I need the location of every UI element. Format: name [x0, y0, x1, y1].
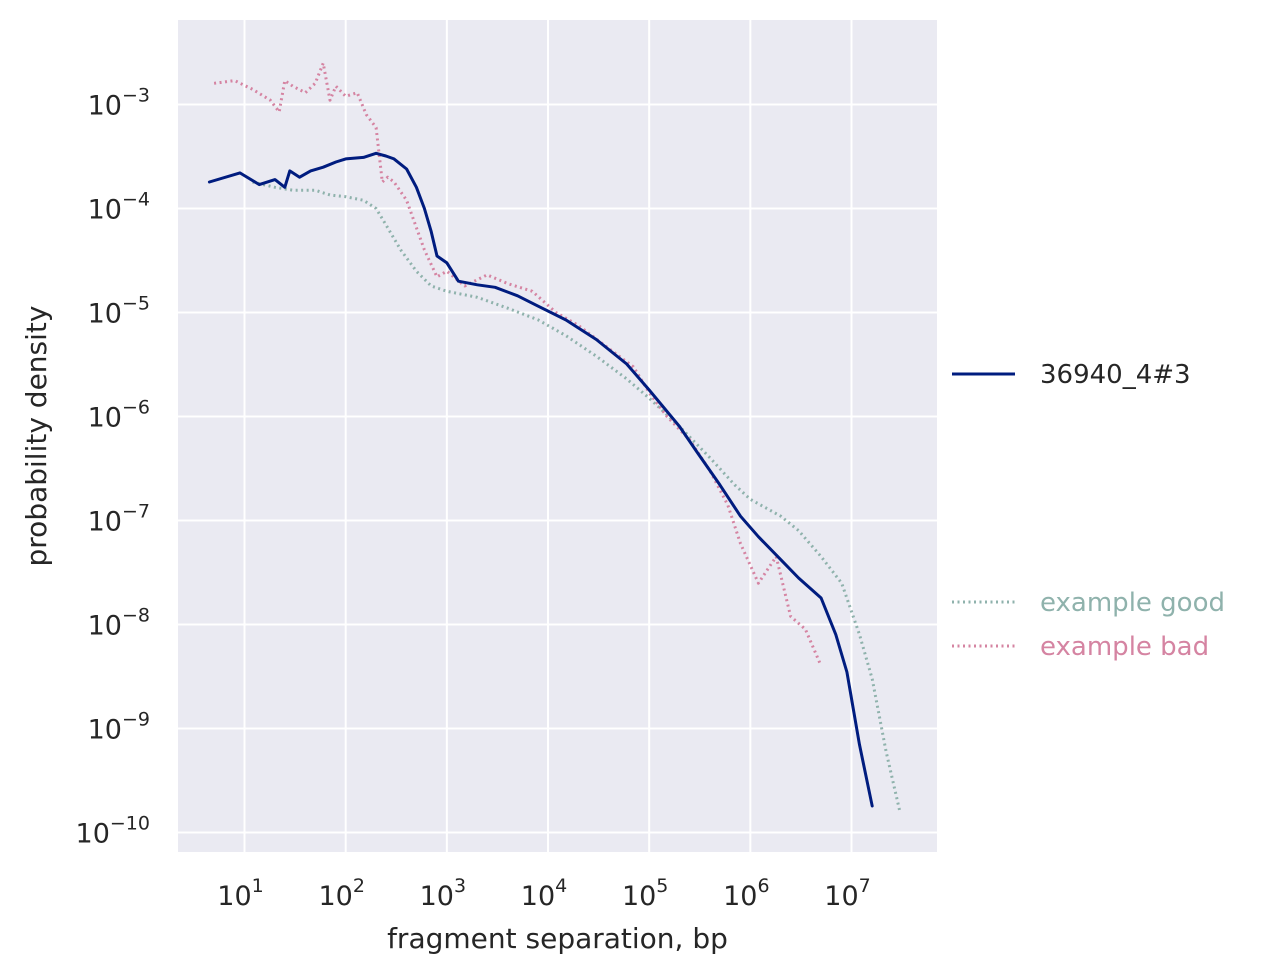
x-tick-label: 101	[217, 875, 263, 912]
y-tick-label: 10−6	[88, 397, 150, 434]
series-lines	[207, 61, 902, 812]
y-tick-label: 10−4	[88, 189, 150, 226]
legend-label: example bad	[1040, 632, 1209, 662]
y-tick-label: 10−9	[88, 709, 150, 746]
y-tick-label: 10−7	[88, 501, 150, 538]
x-tick-label: 102	[318, 875, 364, 912]
x-axis-label: fragment separation, bp	[387, 922, 728, 955]
grid	[178, 20, 937, 852]
y-tick-label: 10−8	[88, 605, 150, 642]
legend-label: example good	[1040, 588, 1225, 618]
y-axis-label: probability density	[20, 306, 53, 567]
y-tick-label: 10−5	[88, 293, 150, 330]
x-tick-labels: 101 102 103 104 105 106 107	[217, 875, 870, 912]
x-tick-label: 105	[622, 875, 668, 912]
x-tick-label: 103	[420, 875, 466, 912]
y-tick-labels: 10−3 10−4 10−5 10−6 10−7 10−8 10−9 10−10	[76, 85, 150, 850]
y-tick-label: 10−10	[76, 813, 150, 850]
series-line-36940-4-3	[207, 151, 874, 808]
plot-background	[178, 20, 937, 852]
x-tick-label: 106	[723, 875, 769, 912]
series-line-example-good	[252, 180, 902, 812]
x-tick-label: 107	[824, 875, 870, 912]
y-tick-label: 10−3	[88, 85, 150, 122]
legend-label: 36940_4#3	[1040, 360, 1191, 390]
x-tick-label: 104	[521, 875, 567, 912]
